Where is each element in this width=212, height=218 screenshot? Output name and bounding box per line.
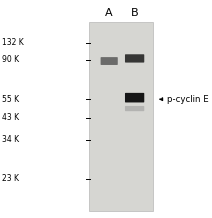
Text: 43 K: 43 K <box>2 113 19 122</box>
FancyBboxPatch shape <box>101 57 118 65</box>
Text: 23 K: 23 K <box>2 174 19 183</box>
Text: 90 K: 90 K <box>2 55 19 65</box>
Text: p-cyclin E: p-cyclin E <box>167 95 209 104</box>
Text: 132 K: 132 K <box>2 38 24 47</box>
Text: 34 K: 34 K <box>2 135 19 144</box>
FancyBboxPatch shape <box>125 54 144 63</box>
FancyBboxPatch shape <box>125 106 144 111</box>
Text: 55 K: 55 K <box>2 95 19 104</box>
FancyBboxPatch shape <box>125 93 144 102</box>
Bar <box>89 22 153 211</box>
Text: B: B <box>131 8 138 18</box>
Text: A: A <box>105 8 113 18</box>
